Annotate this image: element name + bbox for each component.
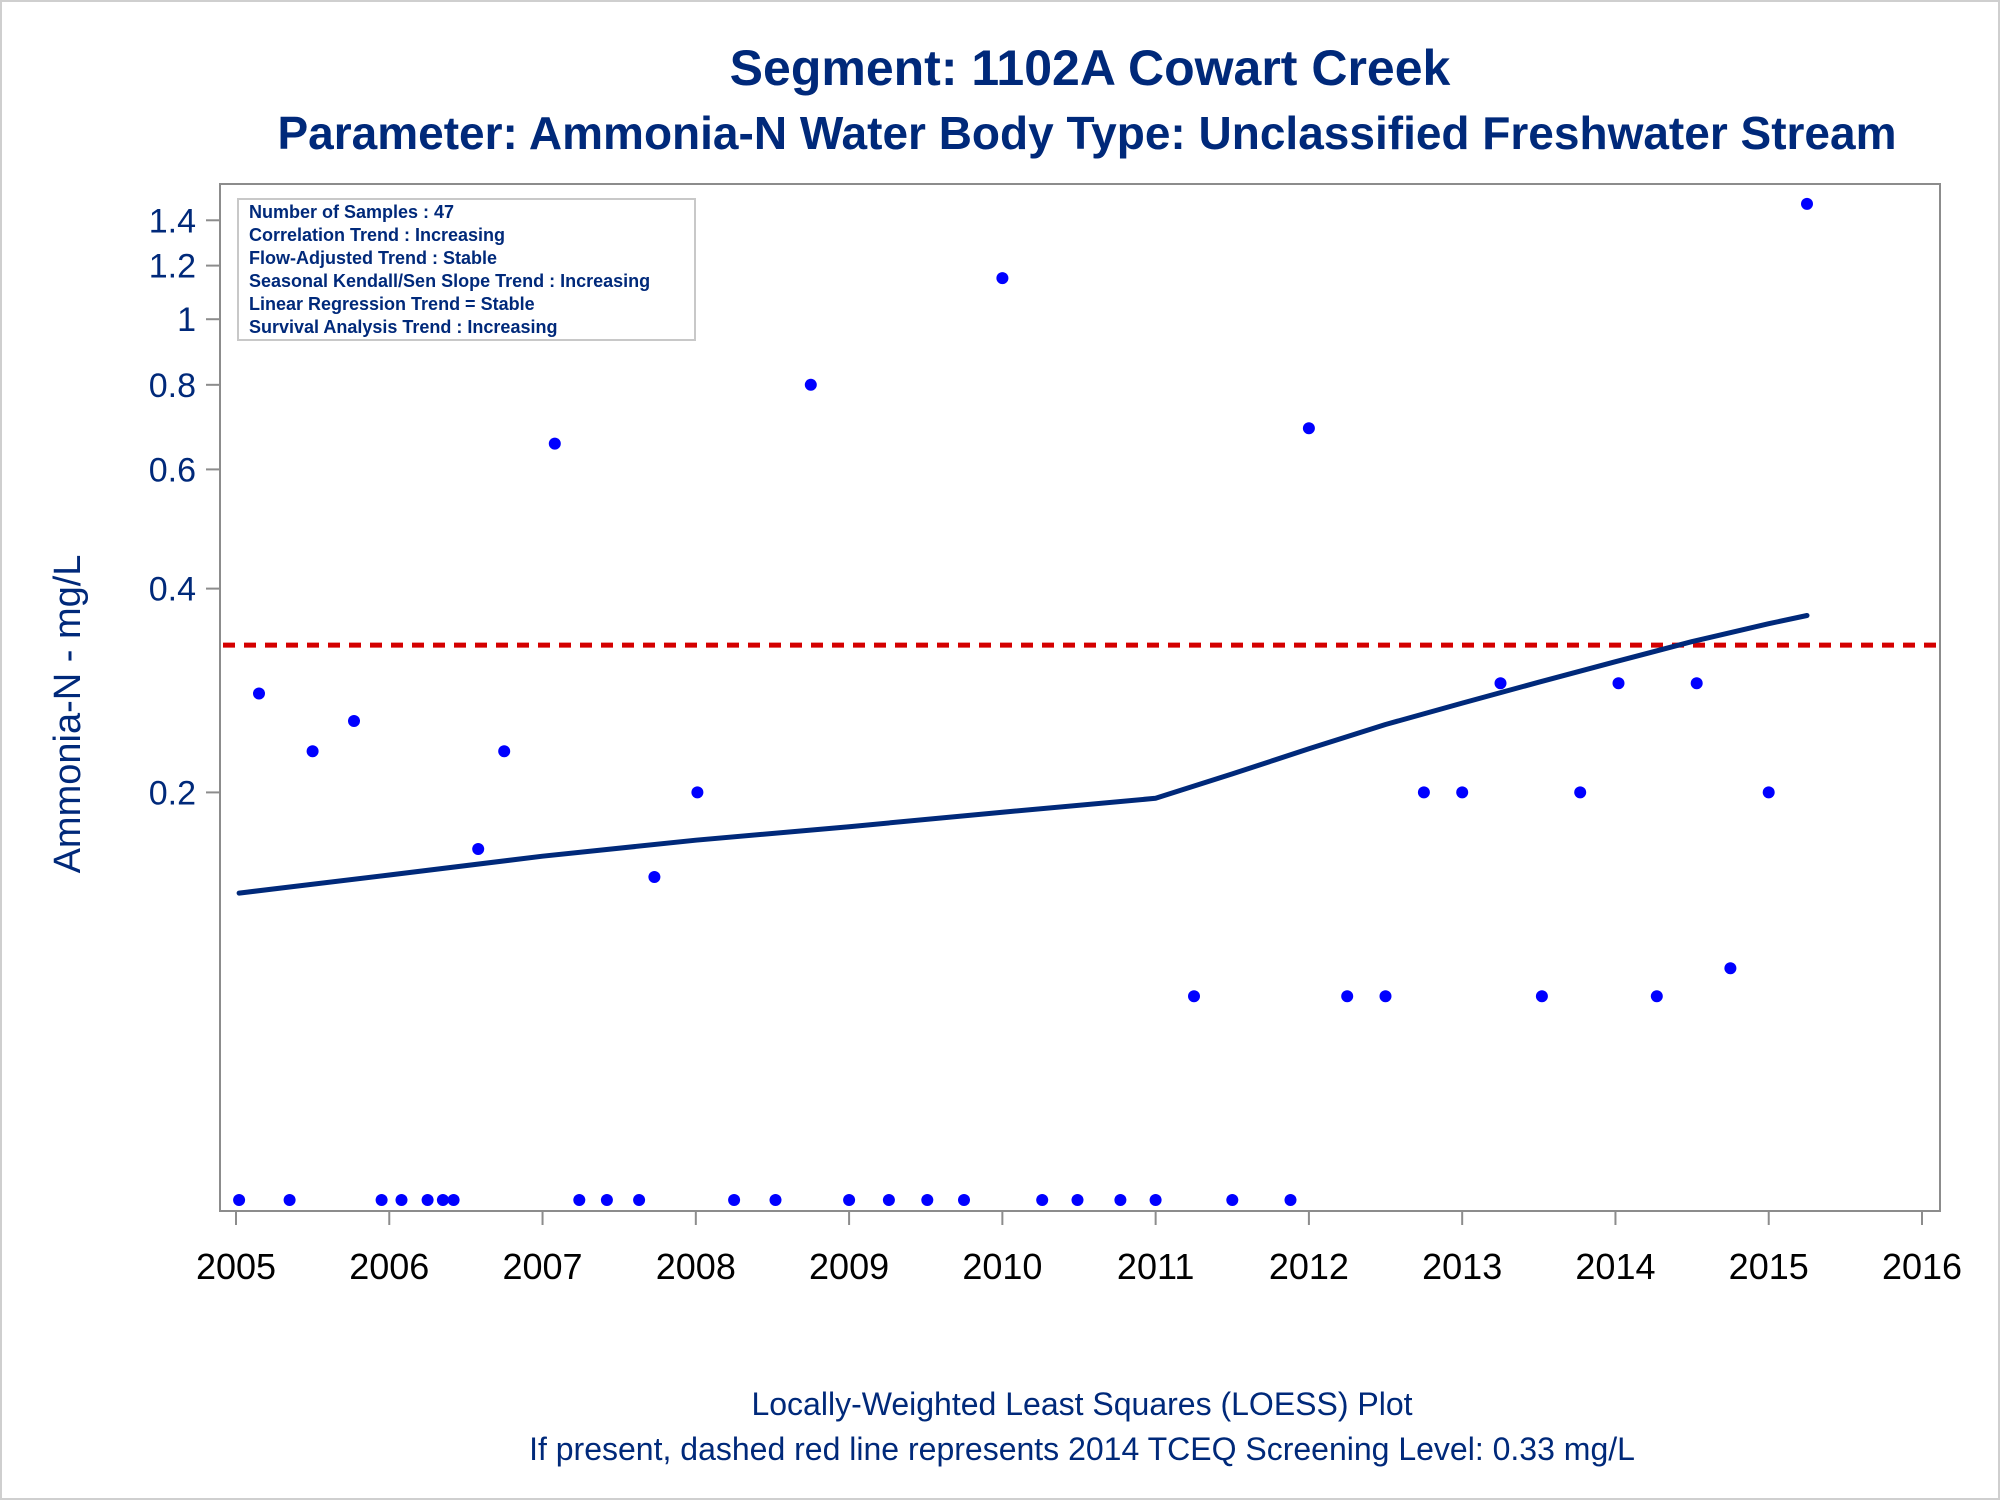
data-point-20 <box>804 378 817 391</box>
stats-box: Number of Samples : 47 Correlation Trend… <box>237 198 696 341</box>
data-point-2 <box>283 1194 296 1206</box>
data-point-44 <box>1724 962 1737 975</box>
y-axis: 0.2 0.4 0.6 0.8 1 1.2 1.4 <box>149 202 220 812</box>
x-tick-label-8: 2013 <box>1422 1246 1502 1287</box>
x-tick-label-1: 2006 <box>349 1246 429 1287</box>
plot-area <box>219 183 1941 1212</box>
data-point-43 <box>1690 677 1703 690</box>
stats-line-5: Linear Regression Trend = Stable <box>249 294 535 314</box>
data-point-28 <box>1114 1194 1127 1206</box>
data-point-46 <box>1801 197 1813 210</box>
loess-line <box>236 613 1810 896</box>
stats-line-1: Number of Samples : 47 <box>249 202 454 222</box>
y-tick-label-0: 0.2 <box>149 774 196 812</box>
data-point-33 <box>1302 422 1315 435</box>
stats-box-border <box>237 198 696 341</box>
data-point-19 <box>769 1194 782 1206</box>
data-point-1 <box>253 687 265 700</box>
x-tick-label-6: 2011 <box>1117 1246 1194 1287</box>
data-point-45 <box>1762 786 1775 799</box>
y-tick-label-5: 1.2 <box>149 248 196 286</box>
y-tick-label-1: 0.4 <box>149 571 196 609</box>
data-point-11 <box>498 745 511 758</box>
x-tick-label-9: 2014 <box>1575 1246 1655 1287</box>
stats-line-3: Flow-Adjusted Trend : Stable <box>249 248 497 268</box>
data-point-41 <box>1612 677 1625 690</box>
data-point-39 <box>1535 990 1548 1003</box>
data-point-4 <box>348 715 360 727</box>
stats-line-2: Correlation Trend : Increasing <box>249 225 505 245</box>
x-tick-label-4: 2009 <box>809 1246 889 1287</box>
footnote-1: Locally-Weighted Least Squares (LOESS) P… <box>751 1386 1412 1422</box>
data-point-5 <box>375 1194 388 1206</box>
data-point-42 <box>1650 990 1663 1003</box>
chart-subtitle: Parameter: Ammonia-N Water Body Type: Un… <box>278 107 1897 159</box>
data-point-6 <box>395 1194 408 1206</box>
data-point-3 <box>306 745 319 758</box>
data-point-32 <box>1284 1194 1297 1206</box>
data-point-17 <box>691 786 704 799</box>
data-point-38 <box>1494 677 1507 690</box>
data-point-8 <box>436 1194 449 1206</box>
data-point-36 <box>1417 786 1430 799</box>
data-point-29 <box>1149 1194 1162 1206</box>
data-point-15 <box>633 1194 646 1206</box>
y-tick-label-6: 1.4 <box>149 202 196 240</box>
data-point-16 <box>648 871 661 883</box>
data-point-40 <box>1574 786 1587 799</box>
footnote-2: If present, dashed red line represents 2… <box>529 1431 1635 1467</box>
loess-group <box>236 613 1810 896</box>
data-point-18 <box>728 1194 741 1206</box>
data-point-10 <box>472 843 485 855</box>
data-point-21 <box>843 1194 856 1206</box>
data-point-34 <box>1341 990 1354 1003</box>
chart-title: Segment: 1102A Cowart Creek <box>730 40 1451 96</box>
x-tick-label-5: 2010 <box>962 1246 1042 1287</box>
x-tick-label-3: 2008 <box>656 1246 736 1287</box>
y-tick-label-4: 1 <box>177 301 196 339</box>
data-point-30 <box>1188 990 1200 1003</box>
x-tick-label-11: 2016 <box>1882 1246 1962 1287</box>
data-point-12 <box>548 437 561 450</box>
data-point-22 <box>882 1194 895 1206</box>
y-axis-label: Ammonia-N - mg/L <box>47 555 89 874</box>
points-group <box>233 197 1813 1206</box>
data-point-25 <box>996 272 1009 285</box>
data-point-9 <box>447 1194 460 1206</box>
stats-line-6: Survival Analysis Trend : Increasing <box>249 317 557 337</box>
data-point-37 <box>1456 786 1469 799</box>
x-tick-label-0: 2005 <box>196 1246 276 1287</box>
data-point-31 <box>1226 1194 1239 1206</box>
y-tick-label-2: 0.6 <box>149 451 196 489</box>
data-point-0 <box>233 1194 246 1206</box>
x-axis: 2005 2006 2007 2008 2009 2010 2011 2012 2013 2014… <box>196 1211 1962 1287</box>
data-point-26 <box>1036 1194 1049 1206</box>
stats-line-4: Seasonal Kendall/Sen Slope Trend : Incre… <box>249 271 650 291</box>
y-tick-label-3: 0.8 <box>149 367 196 405</box>
data-point-14 <box>600 1194 613 1206</box>
data-point-35 <box>1379 990 1392 1003</box>
x-tick-label-2: 2007 <box>502 1246 582 1287</box>
data-point-27 <box>1071 1194 1084 1206</box>
x-tick-label-7: 2012 <box>1269 1246 1349 1287</box>
data-point-13 <box>573 1194 586 1206</box>
data-point-23 <box>921 1194 934 1206</box>
data-point-7 <box>421 1194 434 1206</box>
data-point-24 <box>958 1194 970 1206</box>
x-tick-label-10: 2015 <box>1729 1246 1809 1287</box>
